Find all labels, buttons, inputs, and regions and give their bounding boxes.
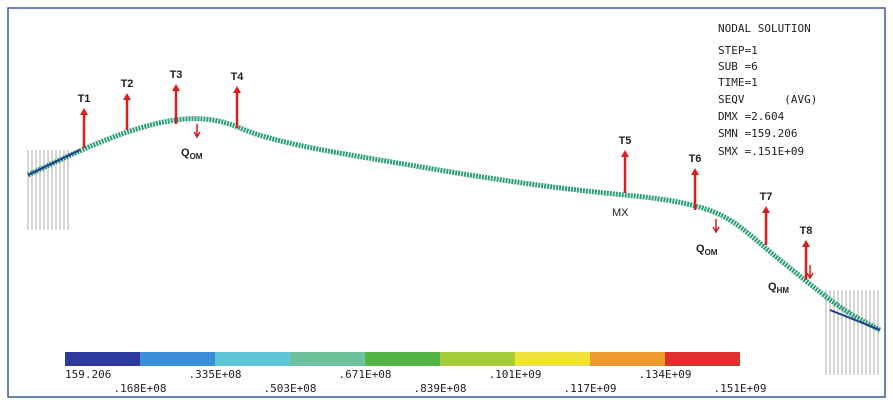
legend-label: .671E+08: [339, 368, 392, 381]
legend-swatch: [140, 352, 215, 366]
load-label: T6: [689, 153, 702, 165]
legend-swatch: [215, 352, 290, 366]
legend-swatch: [665, 352, 740, 366]
info-line: DMX =2.604: [718, 110, 785, 123]
q-sub: OM: [190, 152, 203, 161]
legend-label: .101E+09: [489, 368, 542, 381]
max-marker: MX: [612, 207, 629, 219]
legend-label: .839E+08: [414, 382, 467, 395]
legend-label: .335E+08: [189, 368, 242, 381]
info-line: TIME=1: [718, 76, 758, 89]
legend-label: .117E+09: [564, 382, 617, 395]
load-label: T8: [800, 225, 813, 237]
load-label: T2: [121, 78, 134, 90]
legend-label: .168E+08: [114, 382, 167, 395]
legend-swatch: [365, 352, 440, 366]
q-sub: OM: [705, 248, 718, 257]
load-label: T3: [170, 69, 183, 81]
info-line: SMN =159.206: [718, 127, 797, 140]
legend-swatch: [440, 352, 515, 366]
legend-swatch: [290, 352, 365, 366]
info-title: NODAL SOLUTION: [718, 22, 811, 35]
legend-label: .503E+08: [264, 382, 317, 395]
info-line: SEQV (AVG): [718, 93, 817, 106]
load-label: T7: [760, 191, 773, 203]
load-label: T4: [231, 71, 245, 83]
legend-swatch: [65, 352, 140, 366]
info-line: STEP=1: [718, 44, 758, 57]
legend-label: 159.206: [65, 368, 111, 381]
info-line: SMX =.151E+09: [718, 145, 804, 158]
info-line: SUB =6: [718, 60, 758, 73]
legend-label: .134E+09: [639, 368, 692, 381]
screenshot: NODAL SOLUTION STEP=1 SUB =6 TIME=1 SEQV…: [0, 0, 893, 405]
load-label: T1: [78, 93, 91, 105]
q-sub: HM: [777, 286, 790, 295]
legend-swatch: [515, 352, 590, 366]
legend-swatch: [590, 352, 665, 366]
legend-label: .151E+09: [714, 382, 767, 395]
load-label: T5: [619, 135, 632, 147]
